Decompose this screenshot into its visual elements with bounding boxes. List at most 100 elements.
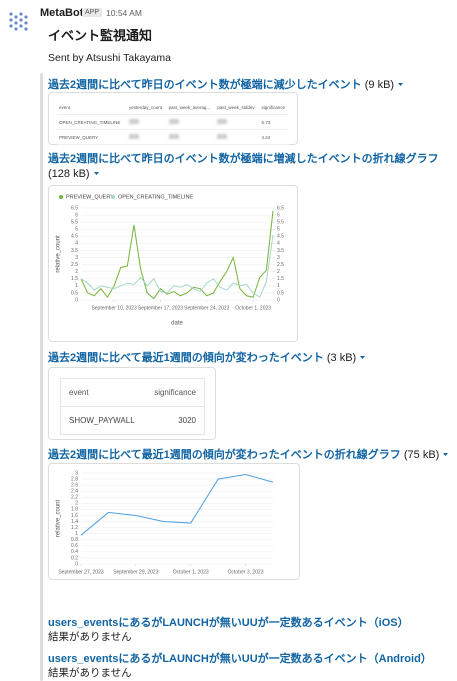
y-tick-label: 0.5	[71, 290, 78, 296]
y-tick-label: 2	[75, 269, 78, 275]
x-tick-label: September 24, 2023	[184, 305, 230, 311]
table-image[interactable]: event yesterday_count past_week_averag... p…	[48, 92, 298, 145]
y-tick-label: 3	[75, 255, 78, 261]
x-tick-label: September 17, 2023	[138, 305, 184, 311]
result-text: 結果がありません	[48, 631, 132, 643]
query-link[interactable]: users_eventsにあるがLAUNCHが無いUUが一定数あるイベント（iO…	[48, 617, 409, 629]
column-header: significance	[144, 378, 205, 407]
chart: 00.511.522.533.544.555.566.500.511.522.5…	[56, 194, 285, 327]
sender[interactable]: MetaBot	[40, 7, 84, 19]
column-header: event	[60, 378, 145, 407]
file-size: (9 kB)	[364, 79, 395, 91]
file-link[interactable]: 過去2週間に比べて最近1週間の傾向が変わったイベントの折れ線グラフ (75 kB…	[48, 446, 449, 462]
line	[80, 474, 274, 536]
y-tick-label: 1.4	[71, 519, 78, 525]
file-link[interactable]: 過去2週間に比べて最近1週間の傾向が変わったイベント (3 kB)	[48, 349, 366, 365]
y-axis-label: relative_count	[56, 499, 62, 537]
y2-tick-label: 0.5	[277, 290, 284, 296]
y-tick-label: 0	[75, 297, 78, 303]
table: event yesterday_count past_week_averag... p…	[57, 101, 289, 145]
line	[80, 234, 274, 298]
y2-tick-label: 4	[277, 241, 280, 247]
y-tick-label: 5	[75, 227, 78, 233]
y2-tick-label: 6.5	[277, 205, 284, 211]
caret[interactable]	[442, 452, 449, 458]
avatar	[9, 12, 28, 31]
cell: 3020	[144, 406, 205, 435]
y-tick-label: 0.2	[71, 555, 78, 561]
cell: 6.73	[259, 114, 289, 130]
chart-image[interactable]: 0 0.2 0.4 0.6 0.8 1 1.2 1.4 1.6 1.8 2 2.2 2.4 2.6 2.8 3…	[48, 463, 300, 580]
caret[interactable]	[397, 82, 404, 88]
file-link[interactable]: 過去2週間に比べて昨日のイベント数が極端に増減したイベントの折れ線グラフ (12…	[48, 152, 448, 182]
y-tick-label: 2.4	[71, 489, 78, 495]
x-axis-label: date	[171, 321, 183, 327]
y-tick-label: 0.6	[71, 543, 78, 549]
sent-by: Sent by Atsushi Takayama	[48, 52, 171, 64]
line	[80, 210, 274, 300]
legend-swatch	[59, 195, 63, 199]
y-axis-label: relative_count	[56, 235, 62, 273]
y-tick-label: 2.8	[71, 476, 78, 482]
link-text[interactable]: 過去2週間に比べて最近1週間の傾向が変わったイベント	[48, 352, 324, 364]
app-badge: APP	[82, 8, 103, 17]
y-tick-label: 4	[75, 241, 78, 247]
x-tick-label: October 3, 2023	[228, 569, 264, 575]
y-tick-label: 2.5	[71, 262, 78, 268]
column-header: significance	[259, 101, 289, 115]
x-tick-label: September 27, 2023	[58, 569, 104, 575]
y-tick-label: 0	[75, 561, 78, 567]
column-header: event	[57, 101, 128, 115]
query-link[interactable]: users_eventsにあるがLAUNCHが無いUUが一定数あるイベント（An…	[48, 653, 432, 665]
y-tick-label: 3	[75, 470, 78, 476]
link-text[interactable]: 過去2週間に比べて最近1週間の傾向が変わったイベントの折れ線グラフ	[48, 449, 401, 461]
y2-tick-label: 5	[277, 227, 280, 233]
y2-tick-label: 6	[277, 212, 280, 218]
file-size: (3 kB)	[326, 352, 357, 364]
y2-tick-label: 4.5	[277, 234, 284, 240]
timestamp[interactable]: 10:54 AM	[106, 8, 142, 18]
column-header: past_week_averag...	[166, 101, 216, 115]
legend-label: OPEN_CREATING_TIMELINE	[118, 194, 193, 200]
y-tick-label: 2.2	[71, 495, 78, 501]
caret[interactable]	[93, 171, 100, 177]
x-tick-label: October 1, 2023	[235, 305, 271, 311]
chart-image[interactable]: 0 0.5 1 1.5 2 2.5 3 3.5 4 4.5 5 5.5 6 6.5 0 0.5 1 1.5 2 2.5…	[48, 185, 298, 342]
legend-swatch	[111, 195, 115, 199]
y-tick-label: 6	[75, 212, 78, 218]
y-tick-label: 2	[75, 501, 78, 507]
y2-tick-label: 5.5	[277, 219, 284, 225]
result-text: 結果がありません	[48, 667, 132, 679]
x-tick-label: October 1, 2023	[173, 569, 209, 575]
x-tick-label: September 29, 2023	[113, 569, 159, 575]
y2-tick-label: 2	[277, 269, 280, 275]
table-image[interactable]: event significance SHOW_PAYWALL 3020	[48, 367, 216, 440]
table: event significance SHOW_PAYWALL 3020	[60, 378, 205, 435]
link-text[interactable]: 過去2週間に比べて昨日のイベント数が極端に減少したイベント	[48, 79, 362, 91]
y2-tick-label: 1.5	[277, 276, 284, 282]
link-text[interactable]: 過去2週間に比べて昨日のイベント数が極端に増減したイベントの折れ線グラフ	[48, 153, 439, 165]
cell: PREVIEW_QUERY	[57, 129, 128, 145]
y-tick-label: 1.5	[71, 276, 78, 282]
legend-label: PREVIEW_QUERY	[66, 194, 114, 200]
cell: OPEN_CREATING_TIMELINE	[57, 114, 128, 130]
message-title: イベント監視通知	[48, 28, 153, 43]
file-size: (128 kB)	[48, 168, 90, 180]
y-tick-label: 4.5	[71, 234, 78, 240]
y-tick-label: 5.5	[71, 219, 78, 225]
file-size: (75 kB)	[403, 449, 440, 461]
cell: SHOW_PAYWALL	[60, 406, 145, 435]
y-tick-label: 1.8	[71, 507, 78, 513]
y-tick-label: 1.6	[71, 513, 78, 519]
y-tick-label: 1	[75, 531, 78, 537]
file-link[interactable]: 過去2週間に比べて昨日のイベント数が極端に減少したイベント (9 kB)	[48, 76, 404, 92]
chart: 00.20.40.60.811.21.41.61.822.22.42.62.83…	[56, 470, 274, 575]
y2-tick-label: 0	[277, 297, 280, 303]
y-tick-label: 0.8	[71, 537, 78, 543]
y-tick-label: 3.5	[71, 248, 78, 254]
y-tick-label: 2.6	[71, 482, 78, 488]
y2-tick-label: 1	[277, 283, 280, 289]
caret[interactable]	[359, 355, 366, 361]
column-header: past_week_stddev	[215, 101, 260, 115]
